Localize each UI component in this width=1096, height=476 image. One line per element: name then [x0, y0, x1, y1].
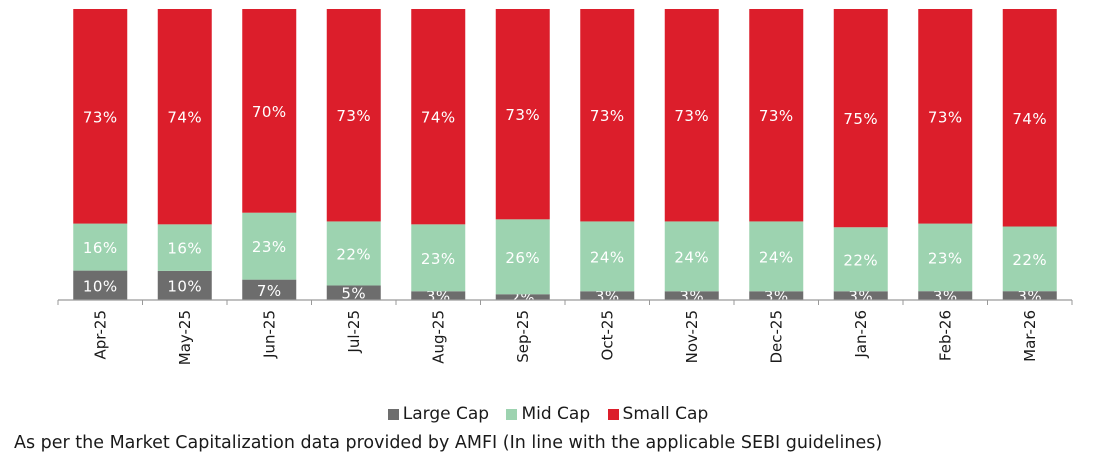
bar-segment-small-cap-may-25 [157, 9, 212, 225]
bar-segment-small-cap-aug-25 [411, 9, 466, 225]
bar-segment-large-cap-jul-25 [326, 285, 381, 300]
legend-item-small-cap: Small Cap [607, 404, 709, 424]
legend-swatch-mid-cap [506, 408, 518, 420]
footnote: As per the Market Capitalization data pr… [14, 433, 883, 453]
bar-segment-large-cap-mar-26 [1002, 291, 1057, 300]
legend-item-mid-cap: Mid Cap [506, 404, 590, 424]
bar-segment-small-cap-jan-26 [833, 9, 888, 228]
bar-segment-large-cap-jan-26 [833, 291, 888, 300]
stacked-bar-chart: 10% 16% 73% Apr-25 10% 16% 74% May-25 7% 23% 70% Ju… [57, 9, 1073, 365]
bar-segment-mid-cap-apr-25 [73, 223, 128, 271]
data-label-large-cap-oct-25: 3% [595, 288, 620, 306]
bar-segment-large-cap-may-25 [157, 270, 212, 300]
data-label-small-cap-dec-25: 73% [759, 107, 794, 125]
bar-segment-mid-cap-mar-26 [1002, 226, 1057, 292]
bar-segment-mid-cap-dec-25 [749, 221, 804, 292]
legend-swatch-large-cap [387, 408, 399, 420]
x-tick-label-apr-25: Apr-25 [91, 310, 109, 360]
bar-segment-small-cap-jun-25 [242, 9, 297, 213]
data-label-small-cap-apr-25: 73% [83, 108, 118, 126]
data-label-large-cap-aug-25: 3% [426, 288, 451, 306]
data-label-large-cap-may-25: 10% [167, 277, 202, 295]
x-tick-label-sep-25: Sep-25 [514, 310, 532, 363]
bar-segment-small-cap-sep-25 [495, 9, 550, 220]
bar-segment-large-cap-aug-25 [411, 291, 466, 300]
data-label-mid-cap-apr-25: 16% [83, 239, 118, 257]
data-label-mid-cap-sep-25: 26% [505, 249, 540, 267]
data-label-large-cap-jan-26: 3% [848, 288, 873, 306]
data-label-small-cap-jun-25: 70% [252, 103, 287, 121]
x-tick-label-mar-26: Mar-26 [1021, 310, 1039, 362]
data-label-large-cap-dec-25: 3% [764, 288, 789, 306]
data-label-small-cap-jul-25: 73% [336, 107, 371, 125]
x-tick-label-nov-25: Nov-25 [683, 310, 701, 363]
legend-label-small-cap: Small Cap [622, 404, 709, 424]
data-label-mid-cap-aug-25: 23% [421, 250, 456, 268]
data-label-mid-cap-oct-25: 24% [590, 248, 625, 266]
legend-label-large-cap: Large Cap [402, 404, 490, 424]
bar-segment-mid-cap-feb-26 [918, 223, 973, 292]
bar-segment-mid-cap-aug-25 [411, 224, 466, 292]
bar-segment-large-cap-nov-25 [664, 291, 719, 300]
legend-label-mid-cap: Mid Cap [521, 404, 591, 424]
data-label-large-cap-jun-25: 7% [257, 282, 282, 300]
bar-segment-small-cap-apr-25 [73, 9, 128, 224]
x-tick-label-jul-25: Jul-25 [345, 310, 363, 354]
data-label-large-cap-apr-25: 10% [83, 277, 118, 295]
bar-segment-large-cap-sep-25 [495, 294, 550, 300]
bar-segment-small-cap-dec-25 [749, 9, 804, 222]
data-label-mid-cap-may-25: 16% [167, 240, 202, 258]
bar-segment-large-cap-dec-25 [749, 291, 804, 300]
data-label-small-cap-jan-26: 75% [843, 110, 878, 128]
bar-segment-mid-cap-sep-25 [495, 219, 550, 295]
data-label-small-cap-feb-26: 73% [928, 108, 963, 126]
bar-segment-large-cap-jun-25 [242, 279, 297, 300]
bar-segment-small-cap-jul-25 [326, 9, 381, 222]
bar-segment-small-cap-oct-25 [580, 9, 635, 222]
bar-segment-mid-cap-nov-25 [664, 221, 719, 292]
chart-legend: Large Cap Mid Cap Small Cap [0, 404, 1096, 425]
x-tick-label-feb-26: Feb-26 [936, 310, 954, 361]
data-label-mid-cap-dec-25: 24% [759, 248, 794, 266]
bar-segment-mid-cap-jun-25 [242, 212, 297, 280]
data-label-small-cap-mar-26: 74% [1012, 110, 1047, 128]
legend-item-large-cap: Large Cap [387, 404, 490, 424]
data-label-mid-cap-nov-25: 24% [674, 248, 709, 266]
bar-segment-small-cap-mar-26 [1002, 9, 1057, 227]
x-tick-label-dec-25: Dec-25 [767, 310, 785, 364]
x-tick-label-jun-25: Jun-25 [260, 310, 278, 359]
data-label-mid-cap-jan-26: 22% [843, 251, 878, 269]
x-tick-label-aug-25: Aug-25 [429, 310, 447, 364]
bar-segment-mid-cap-jan-26 [833, 227, 888, 292]
x-tick-label-oct-25: Oct-25 [598, 310, 616, 360]
data-label-mid-cap-jun-25: 23% [252, 238, 287, 256]
bar-segment-large-cap-oct-25 [580, 291, 635, 300]
x-tick-label-jan-26: Jan-26 [852, 310, 870, 359]
data-label-large-cap-nov-25: 3% [679, 288, 704, 306]
data-label-large-cap-jul-25: 5% [341, 285, 366, 303]
data-label-small-cap-sep-25: 73% [505, 106, 540, 124]
legend-swatch-small-cap [607, 408, 619, 420]
data-label-mid-cap-mar-26: 22% [1012, 251, 1047, 269]
data-label-mid-cap-feb-26: 23% [928, 249, 963, 267]
data-label-small-cap-nov-25: 73% [674, 107, 709, 125]
bar-segment-large-cap-feb-26 [918, 291, 973, 300]
data-label-small-cap-aug-25: 74% [421, 109, 456, 127]
bar-segment-large-cap-apr-25 [73, 270, 128, 300]
bar-segment-mid-cap-oct-25 [580, 221, 635, 292]
data-label-small-cap-oct-25: 73% [590, 107, 625, 125]
x-tick-label-may-25: May-25 [176, 310, 194, 365]
bar-segment-mid-cap-may-25 [157, 224, 212, 271]
bar-segment-small-cap-feb-26 [918, 9, 973, 224]
bar-segment-small-cap-nov-25 [664, 9, 719, 222]
data-label-large-cap-feb-26: 3% [933, 288, 958, 306]
data-label-mid-cap-jul-25: 22% [336, 245, 371, 263]
data-label-large-cap-mar-26: 3% [1017, 288, 1042, 306]
bar-segment-mid-cap-jul-25 [326, 221, 381, 286]
data-label-small-cap-may-25: 74% [167, 109, 202, 127]
